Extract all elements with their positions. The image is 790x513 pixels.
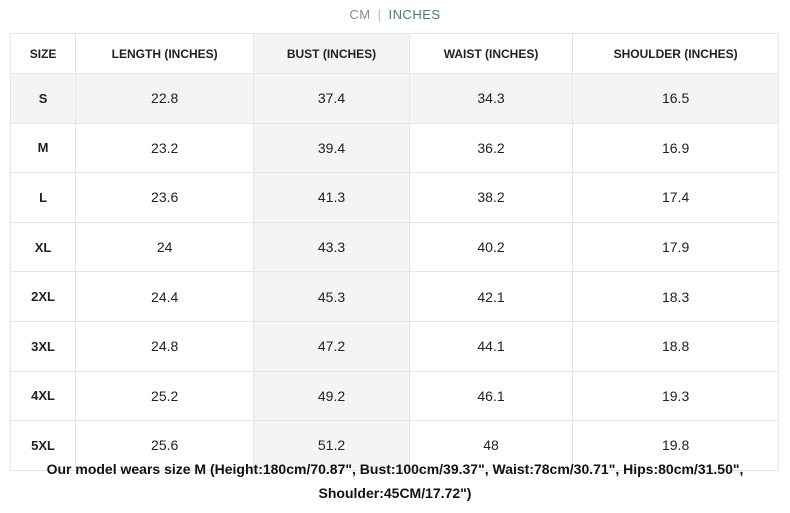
cell-waist: 34.3 bbox=[408, 73, 574, 124]
cell-bust: 51.2 bbox=[253, 420, 410, 471]
unit-cm-button[interactable]: CM bbox=[349, 7, 371, 22]
table-row: XL 24 43.3 40.2 17.9 bbox=[9, 221, 779, 273]
cell-length: 25.6 bbox=[75, 420, 255, 471]
cell-bust: 37.4 bbox=[253, 73, 410, 124]
cell-size: 3XL bbox=[9, 320, 77, 372]
cell-size: 4XL bbox=[9, 370, 77, 422]
cell-shoulder: 19.8 bbox=[572, 420, 779, 471]
cell-length: 24.8 bbox=[75, 320, 255, 372]
cell-waist: 36.2 bbox=[408, 122, 574, 174]
header-size: SIZE bbox=[9, 33, 77, 74]
unit-toggle: CM | INCHES bbox=[0, 7, 790, 22]
cell-bust: 49.2 bbox=[253, 370, 410, 422]
cell-waist: 40.2 bbox=[408, 221, 574, 273]
cell-length: 22.8 bbox=[75, 73, 255, 124]
cell-bust: 47.2 bbox=[253, 320, 410, 372]
cell-waist: 44.1 bbox=[408, 320, 574, 372]
cell-bust: 39.4 bbox=[253, 122, 410, 174]
size-chart-table: SIZE LENGTH (INCHES) BUST (INCHES) WAIST (I… bbox=[9, 33, 779, 471]
model-size-note-line2: Shoulder:45CM/17.72") bbox=[318, 485, 472, 501]
cell-shoulder: 18.8 bbox=[572, 320, 779, 372]
unit-inches-button[interactable]: INCHES bbox=[388, 7, 441, 22]
table-header-row: SIZE LENGTH (INCHES) BUST (INCHES) WAIST (I… bbox=[9, 33, 779, 74]
table-row: 5XL 25.6 51.2 48 19.8 bbox=[9, 420, 779, 471]
cell-shoulder: 17.4 bbox=[572, 172, 779, 223]
cell-bust: 45.3 bbox=[253, 271, 410, 322]
cell-size: 2XL bbox=[9, 271, 77, 322]
header-bust: BUST (INCHES) bbox=[253, 33, 410, 74]
table-row: 2XL 24.4 45.3 42.1 18.3 bbox=[9, 271, 779, 322]
table-row: S 22.8 37.4 34.3 16.5 bbox=[9, 73, 779, 124]
cell-length: 24.4 bbox=[75, 271, 255, 322]
cell-length: 25.2 bbox=[75, 370, 255, 422]
cell-waist: 38.2 bbox=[408, 172, 574, 223]
header-waist: WAIST (INCHES) bbox=[408, 33, 574, 74]
table-row: L 23.6 41.3 38.2 17.4 bbox=[9, 172, 779, 223]
cell-length: 23.6 bbox=[75, 172, 255, 223]
cell-size: XL bbox=[9, 221, 77, 273]
cell-shoulder: 18.3 bbox=[572, 271, 779, 322]
cell-shoulder: 17.9 bbox=[572, 221, 779, 273]
cell-shoulder: 16.9 bbox=[572, 122, 779, 174]
cell-waist: 42.1 bbox=[408, 271, 574, 322]
cell-length: 24 bbox=[75, 221, 255, 273]
table-row: 3XL 24.8 47.2 44.1 18.8 bbox=[9, 320, 779, 372]
cell-size: L bbox=[9, 172, 77, 223]
table-row: 4XL 25.2 49.2 46.1 19.3 bbox=[9, 370, 779, 422]
cell-bust: 43.3 bbox=[253, 221, 410, 273]
model-size-note-line1: Our model wears size M (Height:180cm/70.… bbox=[46, 461, 744, 477]
cell-bust: 41.3 bbox=[253, 172, 410, 223]
cell-waist: 48 bbox=[408, 420, 574, 471]
unit-separator: | bbox=[377, 7, 382, 22]
cell-size: S bbox=[9, 73, 77, 124]
cell-length: 23.2 bbox=[75, 122, 255, 174]
header-length: LENGTH (INCHES) bbox=[75, 33, 255, 74]
cell-waist: 46.1 bbox=[408, 370, 574, 422]
cell-shoulder: 16.5 bbox=[572, 73, 779, 124]
cell-shoulder: 19.3 bbox=[572, 370, 779, 422]
cell-size: M bbox=[9, 122, 77, 174]
header-shoulder: SHOULDER (INCHES) bbox=[572, 33, 779, 74]
table-row: M 23.2 39.4 36.2 16.9 bbox=[9, 122, 779, 174]
cell-size: 5XL bbox=[9, 420, 77, 471]
